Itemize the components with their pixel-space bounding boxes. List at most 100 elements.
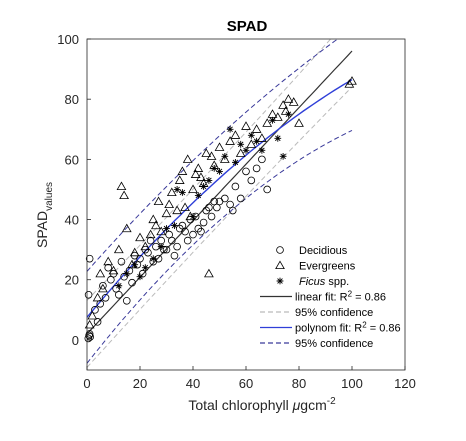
plot-frame xyxy=(86,38,406,371)
legend-deciduous-symbol xyxy=(276,246,284,254)
circle-point xyxy=(96,299,105,308)
fit-lines xyxy=(87,39,353,368)
asterisk-point xyxy=(179,189,186,196)
asterisk-point xyxy=(171,222,178,229)
asterisk-point xyxy=(247,131,255,139)
asterisk-point xyxy=(131,261,139,269)
circle-point xyxy=(236,194,245,203)
polynom-fit-line xyxy=(87,79,353,318)
y-axis-title: SPADvalues xyxy=(34,182,55,248)
triangle-point xyxy=(251,124,262,133)
legend-linear_ci-label: 95% confidence xyxy=(295,307,373,319)
x-tick-label: 100 xyxy=(341,376,363,391)
legend-evergreens-label: Evergreens xyxy=(299,261,356,273)
legend-ficus-symbol xyxy=(276,277,284,285)
y-tick-label: 40 xyxy=(65,213,79,228)
triangle-point xyxy=(161,208,172,218)
legend-linear_fit-label: linear fit: R2 = 0.86 xyxy=(295,290,386,304)
legend-poly_ci-label: 95% confidence xyxy=(295,338,373,350)
triangle-point xyxy=(344,79,355,88)
asterisk-point xyxy=(194,192,202,199)
chart-title: SPAD xyxy=(227,18,268,35)
triangle-point xyxy=(121,223,132,233)
circle-point xyxy=(162,245,171,254)
triangle-point xyxy=(95,268,106,278)
circle-point xyxy=(146,236,155,245)
circle-point xyxy=(157,236,166,245)
data-points xyxy=(84,76,357,343)
y-tick-label: 100 xyxy=(57,32,79,47)
triangle-point xyxy=(145,229,156,239)
triangle-point xyxy=(193,163,204,172)
asterisk-point xyxy=(253,137,260,145)
triangle-point xyxy=(206,151,217,160)
x-tick-label: 120 xyxy=(394,376,416,391)
triangle-point xyxy=(257,133,267,142)
triangle-point xyxy=(151,220,161,230)
series-2 xyxy=(115,110,292,290)
circle-point xyxy=(144,248,152,257)
triangle-point xyxy=(153,196,164,206)
circle-point xyxy=(181,227,189,236)
x-tick-label: 60 xyxy=(239,376,253,391)
asterisk-point xyxy=(269,116,276,124)
asterisk-point xyxy=(123,270,131,278)
triangle-point xyxy=(294,118,304,127)
triangle-point xyxy=(164,199,175,209)
circle-point xyxy=(115,290,123,299)
y-tick-label: 20 xyxy=(65,273,79,288)
triangle-point xyxy=(182,154,193,163)
asterisk-point xyxy=(274,134,282,142)
linear-ci-upper xyxy=(87,39,332,301)
triangle-point xyxy=(156,226,167,236)
circle-point xyxy=(215,197,224,206)
triangle-point xyxy=(262,118,273,127)
triangle-point xyxy=(190,169,201,178)
asterisk-point xyxy=(285,110,292,118)
asterisk-point xyxy=(232,158,239,166)
triangle-point xyxy=(283,94,294,103)
circle-point xyxy=(263,185,272,194)
triangle-point xyxy=(140,241,151,251)
circle-point xyxy=(84,334,93,343)
circle-point xyxy=(128,278,136,287)
asterisk-point xyxy=(216,168,223,175)
polynom-ci-lower xyxy=(87,129,353,364)
triangle-point xyxy=(135,232,145,242)
axes: 0 20 40 60 80 100 120 0 20 40 60 80 100 xyxy=(57,32,416,391)
y-tick-label: 80 xyxy=(65,92,79,107)
triangle-point xyxy=(196,172,206,181)
circle-point xyxy=(99,281,107,290)
asterisk-point xyxy=(200,183,207,190)
triangle-point xyxy=(177,166,188,175)
x-tick-label: 0 xyxy=(83,376,90,391)
triangle-point xyxy=(235,148,246,157)
circle-point xyxy=(199,218,208,227)
circle-point xyxy=(117,257,126,266)
circle-point xyxy=(228,206,237,215)
x-axis-title: Total chlorophyll μgcm-2 xyxy=(188,396,336,413)
triangle-point xyxy=(113,244,124,254)
linear-fit-line xyxy=(87,50,353,335)
asterisk-point xyxy=(115,282,123,290)
circle-point xyxy=(189,230,197,239)
triangle-point xyxy=(267,109,278,118)
asterisk-point xyxy=(136,273,144,281)
asterisk-point xyxy=(149,255,157,263)
circle-point xyxy=(84,290,93,299)
circle-point xyxy=(91,306,99,314)
legend-ficus-label: Ficus spp. xyxy=(299,276,349,288)
triangle-point xyxy=(246,139,257,148)
triangle-point xyxy=(98,283,108,293)
circle-point xyxy=(205,203,213,212)
triangle-point xyxy=(103,256,114,266)
circle-point xyxy=(85,330,94,338)
asterisk-point xyxy=(258,146,266,154)
asterisk-point xyxy=(163,225,170,232)
asterisk-point xyxy=(279,152,287,160)
circle-point xyxy=(104,263,112,272)
asterisk-point xyxy=(221,152,229,160)
y-tick-label: 0 xyxy=(72,333,79,348)
legend-poly_fit-label: polynom fit: R2 = 0.86 xyxy=(295,321,401,335)
